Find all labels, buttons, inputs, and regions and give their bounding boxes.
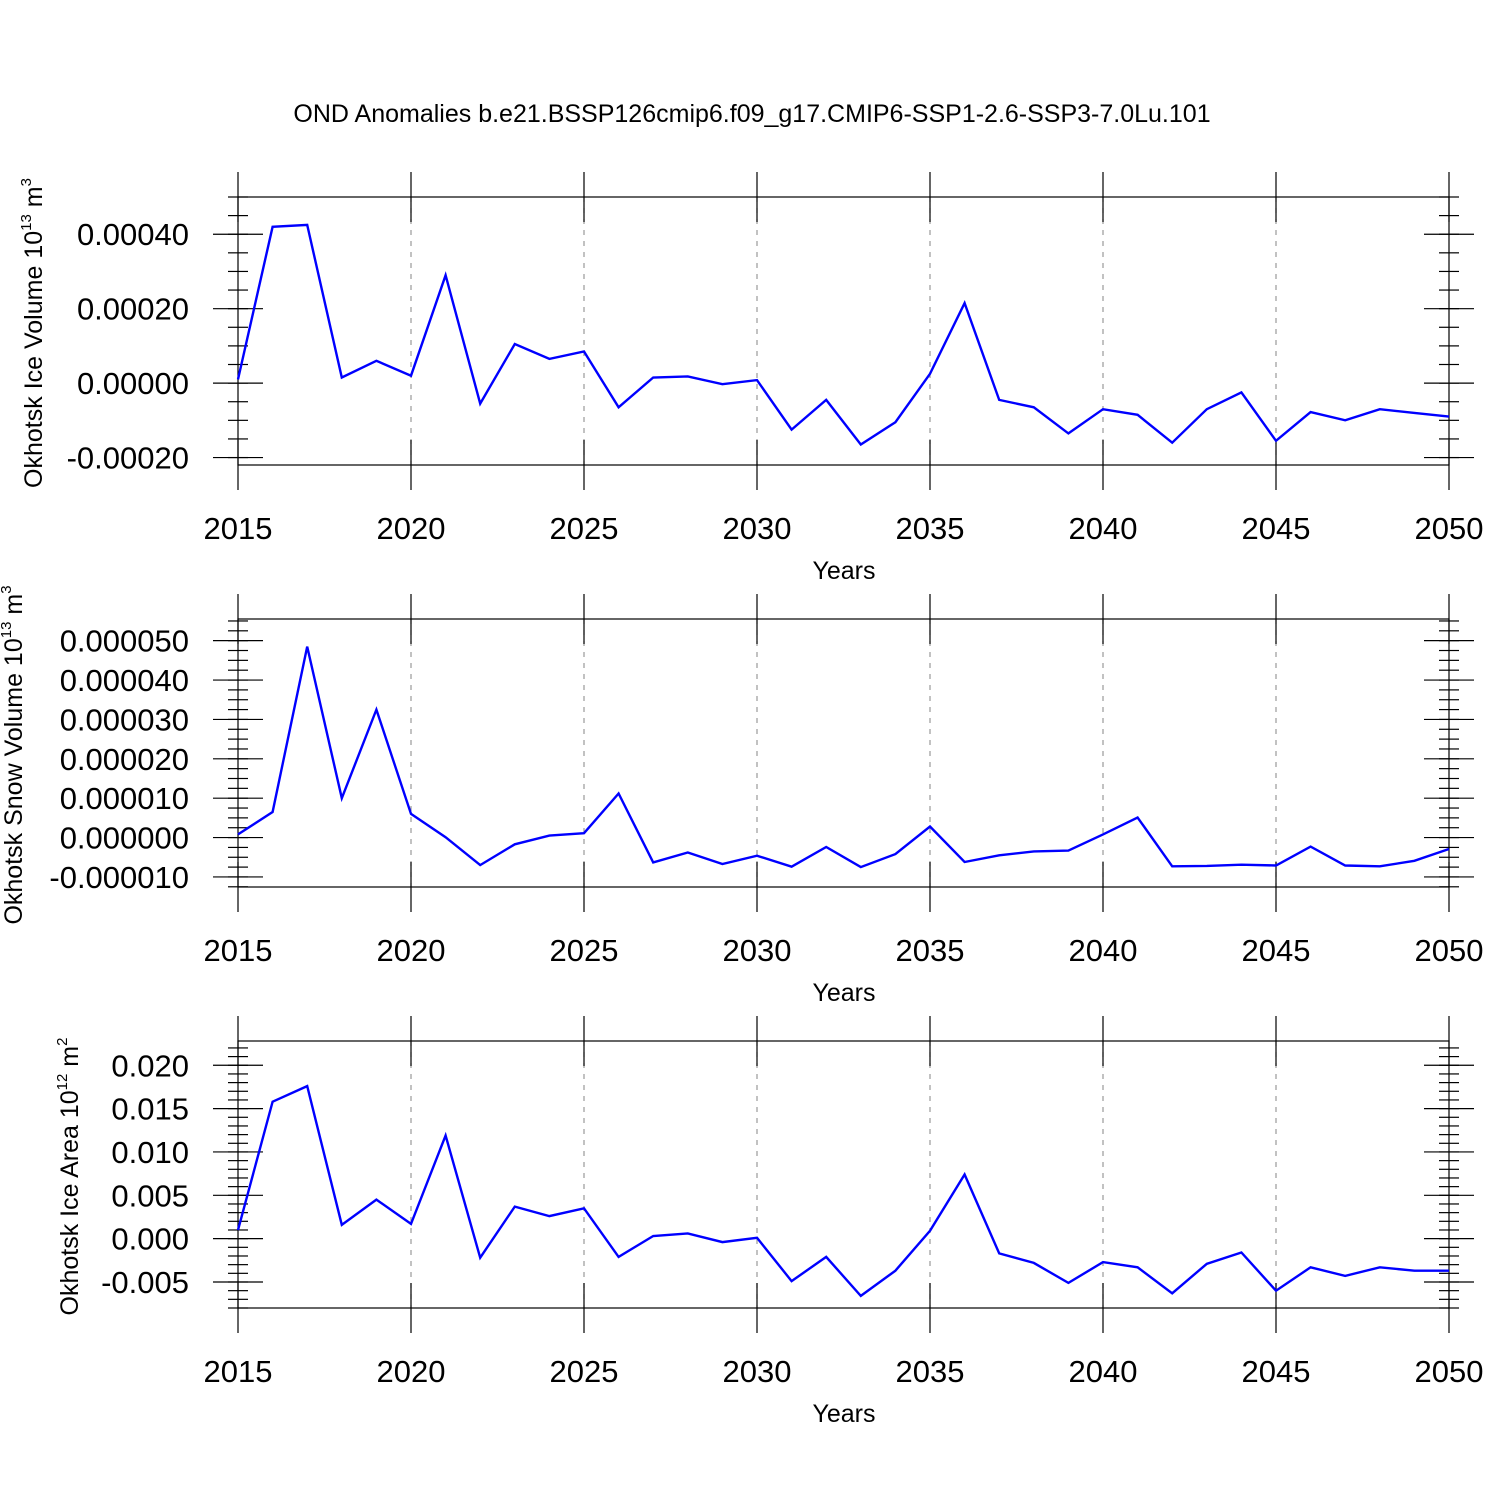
- x-tick-label: 2015: [204, 511, 273, 546]
- x-tick-label: 2035: [896, 933, 965, 968]
- y-tick-label: 0.00020: [77, 292, 189, 327]
- x-tick-label: 2020: [377, 1354, 446, 1389]
- y-tick-label: 0.010: [111, 1135, 189, 1170]
- series-line-2: [237, 646, 1450, 869]
- plot-frame: [237, 196, 1450, 466]
- x-tick-label: 2050: [1415, 511, 1484, 546]
- x-axis-title: Years: [812, 979, 875, 1007]
- y-tick-label: 0.000000: [60, 821, 189, 856]
- panel-1: 2015 2020 2025 2030 2035 2040 2045 2050 -0.00020…: [18, 172, 1483, 585]
- x-tick-label: 2030: [723, 1354, 792, 1389]
- x-tick-label: 2050: [1415, 933, 1484, 968]
- y-tick-label: -0.005: [101, 1265, 189, 1300]
- x-tick-label: 2045: [1242, 933, 1311, 968]
- y-axis-title: Okhotsk Ice Volume 1013 m3: [18, 178, 48, 488]
- x-tick-label: 2035: [896, 1354, 965, 1389]
- y-tick-label: 0.000: [111, 1222, 189, 1257]
- x-tick-label: 2020: [377, 933, 446, 968]
- x-axis-title: Years: [812, 1400, 875, 1428]
- plot-frame: [237, 1040, 1450, 1309]
- series-line-1: [236, 223, 1450, 447]
- y-tick-label: -0.000010: [49, 860, 189, 895]
- y-tick-label: 0.000020: [60, 742, 189, 777]
- panel-3: 2015 2020 2025 2030 2035 2040 2045 2050 -0.005 0.…: [54, 1016, 1483, 1428]
- x-tick-label: 2025: [550, 1354, 619, 1389]
- y-tick-label: 0.00000: [77, 366, 189, 401]
- y-tick-label: 0.000040: [60, 663, 189, 698]
- y-tick-label: 0.000030: [60, 702, 189, 737]
- y-tick-label: -0.00020: [67, 441, 189, 476]
- x-tick-label: 2040: [1069, 511, 1138, 546]
- x-tick-label: 2045: [1242, 1354, 1311, 1389]
- x-tick-label: 2015: [204, 933, 273, 968]
- y-tick-label: 0.00040: [77, 217, 189, 252]
- y-tick-label: 0.000010: [60, 781, 189, 816]
- x-axis-title: Years: [812, 557, 875, 585]
- x-tick-label: 2050: [1415, 1354, 1484, 1389]
- x-tick-label: 2015: [204, 1354, 273, 1389]
- x-tick-label: 2030: [723, 511, 792, 546]
- x-tick-label: 2025: [550, 511, 619, 546]
- plot-frame: [237, 618, 1450, 888]
- y-tick-label: 0.005: [111, 1178, 189, 1213]
- y-tick-label: 0.000050: [60, 624, 189, 659]
- x-tick-label: 2025: [550, 933, 619, 968]
- chart-title: OND Anomalies b.e21.BSSP126cmip6.f09_g17…: [293, 100, 1210, 128]
- panel-2: 2015 2020 2025 2030 2035 2040 2045 2050 -0.00001…: [0, 585, 1483, 1007]
- x-tick-label: 2040: [1069, 1354, 1138, 1389]
- y-axis-title: Okhotsk Snow Volume 1013 m3: [0, 585, 28, 924]
- x-tick-label: 2045: [1242, 511, 1311, 546]
- x-tick-label: 2030: [723, 933, 792, 968]
- panels-group: 2015 2020 2025 2030 2035 2040 2045 2050 -0.00020…: [0, 172, 1483, 1428]
- x-tick-label: 2020: [377, 511, 446, 546]
- y-axis-title: Okhotsk Ice Area 1012 m2: [54, 1038, 84, 1316]
- x-tick-label: 2035: [896, 511, 965, 546]
- y-tick-label: 0.020: [111, 1048, 189, 1083]
- x-tick-label: 2040: [1069, 933, 1138, 968]
- series-line-3: [236, 1084, 1449, 1298]
- y-tick-label: 0.015: [111, 1092, 189, 1127]
